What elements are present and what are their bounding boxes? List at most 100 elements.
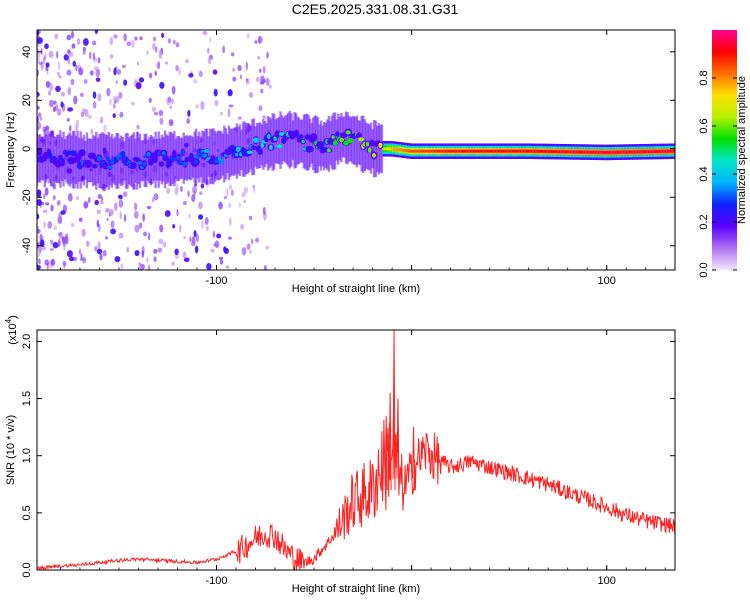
spectrogram-band-core: [568, 150, 571, 154]
spectrogram-band-core: [571, 150, 574, 154]
spectrogram-blob: [60, 158, 65, 167]
spectrogram-noise-speck: [146, 256, 149, 263]
spectrogram-band-core: [625, 150, 629, 154]
spectrogram-noise-speck: [238, 202, 241, 208]
spectrogram-band-core: [541, 149, 544, 153]
spectrogram-noise-speck: [227, 108, 231, 118]
spectrogram-envelope: [213, 130, 217, 182]
spectrogram-noise-speck: [159, 224, 164, 233]
spectrogram-noise-speck: [116, 69, 122, 75]
spectrogram-noise-speck: [228, 202, 232, 208]
spectrogram-band-core: [561, 150, 565, 154]
spectrogram-noise-speck: [264, 245, 270, 250]
spectrogram-band-core: [635, 150, 638, 154]
spectrogram-band-core: [572, 150, 576, 154]
spectrogram-noise-speck: [37, 48, 40, 52]
spectrogram-band-core: [557, 150, 560, 154]
spectrogram-noise-speck: [41, 201, 45, 206]
spectrogram-noise-speck: [148, 72, 153, 79]
spectrogram-noise-speck: [97, 93, 102, 102]
spectrogram-noise-blob: [206, 263, 212, 270]
spectrogram-band-core: [671, 149, 674, 153]
spectrogram-band-core: [611, 150, 615, 154]
spectrogram-envelope: [291, 120, 295, 160]
spectrogram-envelope: [218, 130, 221, 181]
spectrogram-envelope: [288, 110, 292, 169]
spectrogram-blob-bright: [365, 141, 370, 147]
spectrogram-envelope: [308, 118, 312, 168]
snr-panel: -100 100 0.0 0.5 1.0 1.5 2.0 Height of straigh…: [4, 315, 676, 595]
spectrogram-noise-speck: [147, 264, 151, 270]
snr-scale-label: (x104): [4, 315, 19, 345]
spectrogram-band-core: [661, 149, 665, 153]
spectrogram-band-core: [552, 150, 555, 154]
spectrogram-noise-speck: [226, 188, 229, 197]
spectrogram-band-core: [652, 150, 655, 154]
spectrogram-band-core: [544, 150, 548, 153]
spectrogram-band-core: [455, 149, 459, 153]
spectrogram-noise-speck: [134, 224, 140, 233]
spectrogram-band-core: [404, 148, 407, 152]
spectrogram-band-core: [630, 150, 633, 154]
spectrogram-envelope: [380, 124, 384, 174]
spectrogram-envelope: [277, 116, 281, 165]
snr-peak: [388, 392, 392, 491]
spectrogram-noise-speck: [190, 241, 196, 247]
spectrogram-envelope: [46, 137, 50, 180]
spectrogram-blob-bright: [326, 148, 331, 153]
spectrogram-band-core: [496, 149, 499, 153]
spectrogram-band-core: [511, 149, 515, 153]
spectrogram-noise-speck: [84, 108, 89, 118]
spectrogram-noise-blob: [113, 67, 117, 76]
spectrogram-noise-speck: [76, 38, 81, 46]
spectrogram-band-core: [385, 147, 388, 151]
spectrogram-envelope: [287, 112, 290, 167]
spectrogram-noise-speck: [209, 36, 212, 43]
spectrogram-band-core: [607, 150, 610, 154]
spectrogram-noise-speck: [109, 209, 114, 217]
spectrogram-x-tick-label: 100: [598, 275, 616, 287]
spectrogram-blob-bright: [105, 156, 110, 162]
spectrogram-noise-speck: [43, 221, 47, 229]
spectrogram-noise-speck: [65, 235, 69, 245]
spectrogram-envelope: [157, 131, 160, 188]
spectrogram-envelope: [324, 122, 327, 168]
spectrogram-noise-speck: [118, 91, 123, 99]
spectrogram-envelope: [305, 113, 309, 171]
spectrogram-envelope: [354, 117, 357, 165]
spectrogram-noise-speck: [86, 240, 90, 248]
spectrogram-band-core: [463, 149, 466, 153]
spectrogram-noise-speck: [66, 69, 72, 76]
spectrogram-noise-speck: [151, 106, 157, 112]
spectrogram-noise-speck: [252, 186, 256, 193]
spectrogram-noise-speck: [223, 195, 228, 200]
spectrogram-band-core: [388, 147, 391, 151]
snr-peak: [412, 427, 416, 491]
spectrogram-noise-speck: [173, 39, 176, 45]
spectrogram-noise-speck: [97, 241, 101, 250]
spectrogram-noise-speck: [171, 261, 175, 267]
spectrogram-blob-bright: [142, 162, 147, 166]
spectrogram-noise-speck: [195, 233, 200, 243]
spectrogram-noise-speck: [90, 128, 93, 135]
spectrogram-noise-speck: [75, 119, 80, 127]
spectrogram-noise-speck: [198, 201, 203, 210]
spectrogram-band-core: [594, 150, 597, 154]
spectrogram-blob-bright: [96, 155, 102, 161]
spectrogram-blob-bright: [106, 165, 113, 169]
spectrogram-noise-speck: [178, 68, 181, 76]
spectrogram-band-core: [513, 149, 516, 153]
spectrogram-band-core: [429, 149, 432, 153]
spectrogram-noise-speck: [66, 34, 72, 41]
spectrogram-blob-bright: [339, 137, 345, 143]
spectrogram-blob-bright: [252, 137, 259, 143]
spectrogram-noise-speck: [95, 68, 101, 78]
spectrogram-band-core: [426, 149, 429, 153]
spectrogram-noise-speck: [152, 42, 157, 51]
spectrogram-blob-bright: [203, 148, 210, 154]
spectrogram-noise-speck: [54, 33, 59, 40]
spectrogram-noise-blob: [96, 248, 103, 255]
spectrogram-noise-speck: [58, 232, 63, 240]
spectrogram-noise-speck: [114, 202, 118, 212]
spectrogram-envelope: [357, 120, 360, 165]
